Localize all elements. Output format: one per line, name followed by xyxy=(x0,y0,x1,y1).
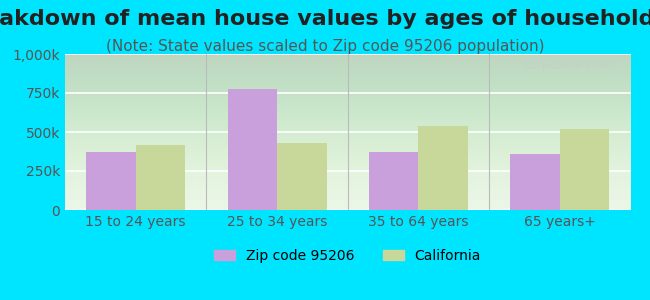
Bar xyxy=(136,145,185,210)
Text: (Note: State values scaled to Zip code 95206 population): (Note: State values scaled to Zip code 9… xyxy=(106,39,544,54)
Bar xyxy=(419,126,468,210)
Legend: Zip code 95206, California: Zip code 95206, California xyxy=(209,244,487,268)
Bar xyxy=(227,89,277,210)
Bar xyxy=(86,152,136,210)
Bar xyxy=(277,143,326,210)
Bar xyxy=(510,154,560,210)
Text: City-Data.com: City-Data.com xyxy=(525,59,614,72)
Bar xyxy=(560,129,609,210)
Bar xyxy=(369,152,419,210)
Text: Breakdown of mean house values by ages of householders: Breakdown of mean house values by ages o… xyxy=(0,9,650,29)
